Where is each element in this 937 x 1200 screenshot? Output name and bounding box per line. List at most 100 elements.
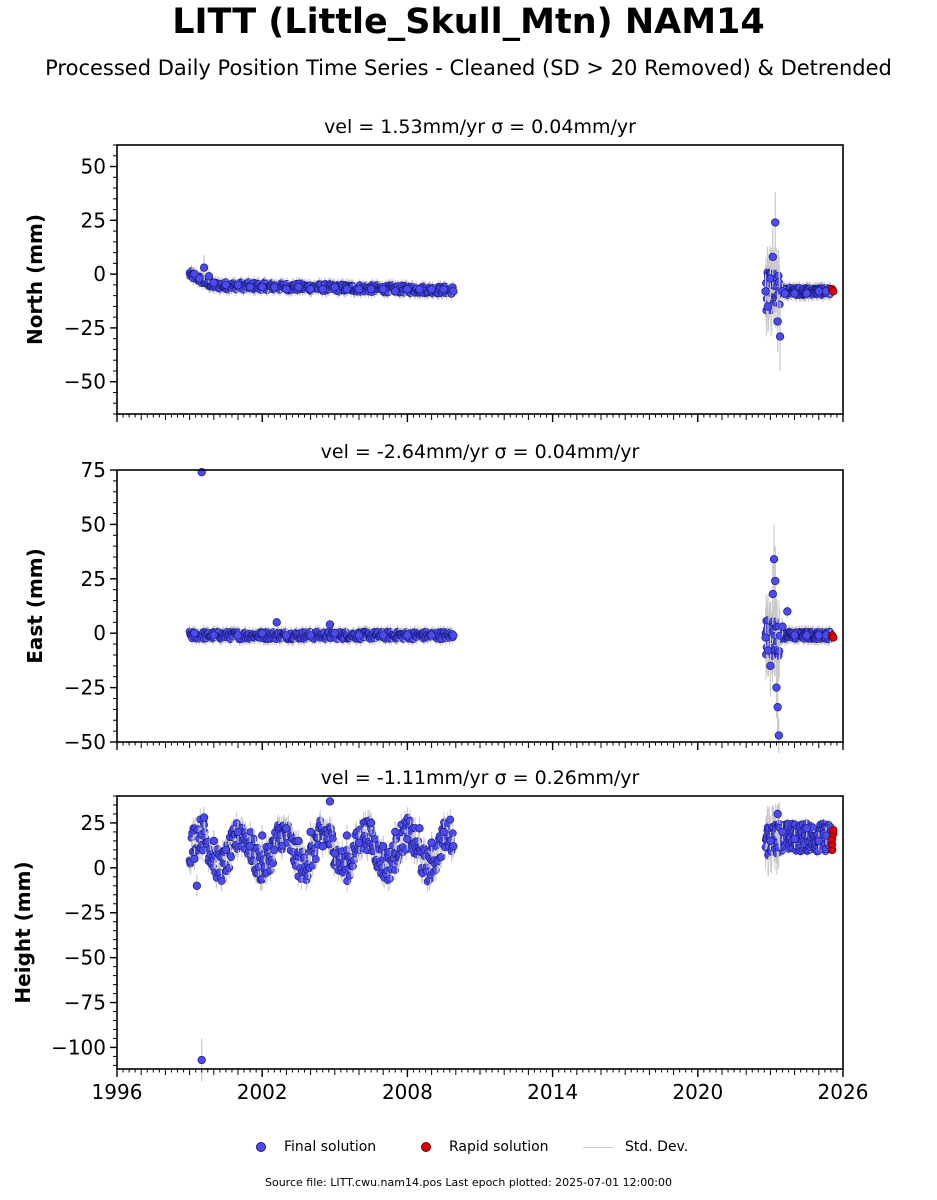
data-point-final	[245, 842, 255, 851]
data-point-final	[199, 813, 209, 822]
panel-title: vel = 1.53mm/yr σ = 0.04mm/yr	[324, 116, 636, 138]
data-point-final	[209, 278, 218, 287]
data-point-final	[318, 842, 327, 851]
data-point-final	[449, 287, 458, 296]
data-point-final	[778, 622, 787, 631]
data-point-final	[391, 866, 399, 874]
data-point-final	[342, 285, 352, 294]
data-point-final	[772, 683, 781, 692]
data-point-final	[774, 731, 784, 740]
data-point-final	[258, 282, 267, 292]
data-point-final	[325, 620, 335, 629]
data-point-final	[768, 252, 777, 262]
figure-subtitle: Processed Daily Position Time Series - C…	[45, 56, 892, 80]
data-point-final	[403, 834, 412, 844]
data-point-final	[330, 629, 339, 638]
data-point-final	[439, 285, 448, 294]
data-point-final	[195, 274, 204, 283]
data-point-final	[814, 836, 823, 846]
data-point-final	[790, 834, 799, 844]
data-point-final	[773, 703, 782, 712]
panel-title: vel = -2.64mm/yr σ = 0.04mm/yr	[321, 441, 640, 463]
data-point-final	[294, 836, 303, 846]
x-tick-label: 1996	[92, 1080, 143, 1104]
data-point-final	[294, 282, 303, 292]
data-point-final	[783, 607, 792, 616]
y-tick-label: 50	[81, 512, 106, 536]
data-point-final	[282, 824, 291, 833]
data-point-rapid	[829, 633, 838, 642]
data-point-final	[778, 827, 787, 837]
data-point-final	[306, 631, 315, 640]
data-point-final	[379, 285, 388, 294]
y-tick-label: 50	[81, 155, 106, 179]
x-tick-label: 2020	[672, 1080, 723, 1104]
data-point-final	[266, 866, 275, 875]
plot-frame	[116, 469, 844, 743]
data-point-final	[355, 825, 364, 834]
data-point-final	[761, 633, 770, 642]
data-point-final	[258, 831, 267, 840]
data-point-final	[233, 280, 243, 290]
data-point-final	[330, 282, 339, 292]
data-point-final	[449, 842, 458, 851]
data-point-final	[342, 831, 352, 840]
legend-label-final: Final solution	[284, 1139, 377, 1155]
data-point-final	[318, 285, 327, 294]
data-point-final	[437, 853, 446, 861]
chart-legend: Final solution Rapid solution Std. Dev.	[0, 1136, 937, 1158]
y-tick-label: 0	[93, 262, 106, 286]
data-point-final	[766, 836, 775, 846]
data-point-final	[311, 855, 320, 864]
data-point-final	[303, 872, 312, 881]
data-point-final	[350, 856, 359, 864]
data-point-final	[763, 646, 773, 655]
data-point-final	[233, 827, 243, 837]
data-point-final	[204, 272, 214, 281]
data-point-final	[245, 282, 255, 292]
data-point-final	[761, 287, 770, 296]
data-point-final	[403, 631, 412, 640]
data-point-final	[190, 629, 199, 638]
data-point-final	[270, 282, 279, 292]
data-point-final	[328, 834, 337, 843]
data-point-final	[446, 815, 455, 824]
data-point-final	[325, 797, 335, 806]
y-tick-label: 25	[81, 567, 106, 591]
y-tick-label: 75	[81, 458, 106, 482]
data-point-final	[197, 1055, 206, 1065]
data-point-final	[391, 287, 400, 296]
y-tick-label: 0	[93, 621, 106, 645]
data-point-final	[270, 845, 279, 855]
data-point-final	[272, 618, 281, 627]
x-tick-label: 2014	[527, 1080, 578, 1104]
panel-title: vel = -1.11mm/yr σ = 0.26mm/yr	[321, 767, 640, 789]
data-point-final	[427, 838, 436, 847]
source-footer: Source file: LITT.cwu.nam14.pos Last epo…	[265, 1176, 672, 1189]
y-tick-label: −25	[64, 676, 106, 700]
legend-item-rapid: Rapid solution	[421, 1136, 549, 1158]
data-point-final	[448, 829, 457, 838]
data-point-final	[391, 827, 400, 837]
data-point-final	[771, 576, 780, 586]
data-point-final	[192, 881, 202, 890]
data-point-final	[221, 845, 231, 855]
data-point-final	[769, 555, 779, 564]
plot-frame	[116, 795, 844, 1070]
data-point-final	[366, 818, 376, 828]
y-tick-label: 25	[81, 811, 106, 835]
data-point-final	[814, 631, 823, 640]
data-point-final	[766, 661, 775, 670]
y-tick-label: −75	[64, 991, 106, 1015]
y-tick-label: −25	[64, 901, 106, 925]
y-axis-label: North (mm)	[23, 214, 47, 345]
data-point-rapid	[829, 287, 838, 296]
rapid-solution-marker-icon	[421, 1142, 431, 1152]
data-point-final	[773, 317, 782, 326]
data-point-final	[217, 877, 226, 885]
y-tick-label: −100	[51, 1035, 106, 1059]
data-point-final	[221, 280, 231, 290]
data-point-final	[348, 862, 357, 871]
data-point-final	[386, 874, 394, 883]
